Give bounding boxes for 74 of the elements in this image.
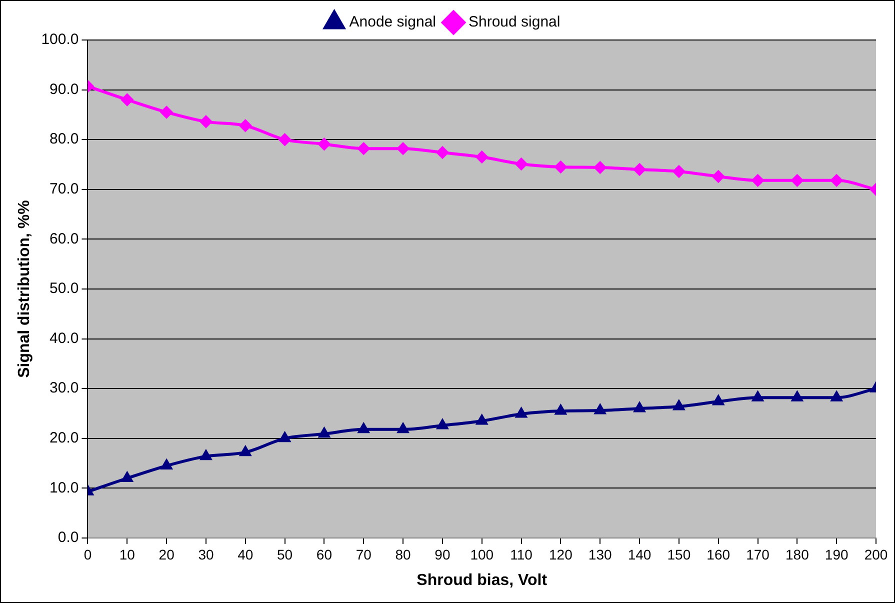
point [160, 106, 173, 118]
point [830, 174, 843, 186]
point [279, 432, 290, 442]
x-tick-label: 110 [510, 546, 533, 562]
x-tick-label: 10 [119, 546, 136, 562]
y-tick-label: 40.0 [50, 330, 79, 347]
point [278, 134, 291, 146]
point [436, 146, 448, 159]
point [791, 174, 804, 186]
y-tick-label: 10.0 [50, 479, 79, 496]
y-tick-label: 30.0 [50, 380, 79, 397]
point [358, 423, 370, 434]
y-tick-label: 100.0 [41, 31, 79, 48]
point [200, 450, 212, 460]
point [555, 405, 566, 415]
y-tick-label: 60.0 [50, 230, 79, 248]
x-tick-label: 100 [470, 546, 494, 562]
point [516, 408, 527, 418]
point [240, 446, 251, 456]
point [554, 160, 567, 173]
x-tick-label: 170 [746, 546, 770, 562]
x-tick-label: 70 [356, 546, 372, 562]
x-tick-label: 20 [158, 546, 175, 562]
point [594, 161, 606, 174]
y-tick-label: 90.0 [50, 80, 79, 98]
point [752, 392, 764, 402]
point [161, 460, 172, 470]
x-tick-label: 90 [434, 546, 450, 562]
x-axis-title: Shroud bias, Volt [416, 572, 548, 589]
x-tick-label: 0 [84, 546, 92, 562]
y-axis-title: Signal distribution, %% [16, 200, 34, 378]
point [634, 402, 645, 412]
legend-label: Anode signal [349, 14, 436, 31]
y-tick-label: 70.0 [50, 180, 79, 198]
y-tick-label: 20.0 [50, 430, 79, 447]
legend-label: Shroud signal [468, 14, 560, 31]
point [397, 142, 410, 155]
point [398, 423, 408, 434]
x-tick-label: 150 [667, 546, 691, 562]
point [122, 472, 133, 482]
point [712, 170, 724, 182]
point [437, 419, 448, 430]
x-tick-label: 200 [864, 546, 888, 562]
point [318, 428, 330, 438]
point [674, 400, 684, 410]
point [672, 165, 685, 178]
x-tick-label: 120 [549, 546, 573, 562]
point [752, 174, 764, 186]
x-tick-label: 180 [785, 546, 810, 562]
point [318, 138, 330, 150]
x-tick-label: 30 [198, 546, 214, 562]
y-tick-label: 80.0 [50, 130, 79, 148]
x-tick-label: 140 [628, 546, 652, 562]
x-tick-label: 60 [316, 546, 332, 562]
point [476, 414, 488, 425]
point [831, 392, 842, 402]
x-tick-label: 80 [395, 546, 412, 562]
point [634, 163, 646, 176]
point [712, 396, 724, 406]
point [239, 120, 252, 132]
x-tick-label: 40 [238, 546, 254, 562]
x-tick-label: 50 [277, 546, 293, 562]
point [121, 94, 134, 106]
point [200, 116, 212, 128]
y-tick-label: 50.0 [50, 280, 79, 298]
point [476, 151, 488, 164]
x-tick-label: 130 [588, 546, 612, 562]
point [792, 392, 803, 402]
point [515, 158, 528, 170]
y-tick-label: 0.0 [58, 529, 79, 546]
point [358, 142, 370, 155]
point [594, 404, 606, 414]
x-tick-label: 190 [824, 546, 848, 562]
x-tick-label: 160 [706, 546, 730, 562]
